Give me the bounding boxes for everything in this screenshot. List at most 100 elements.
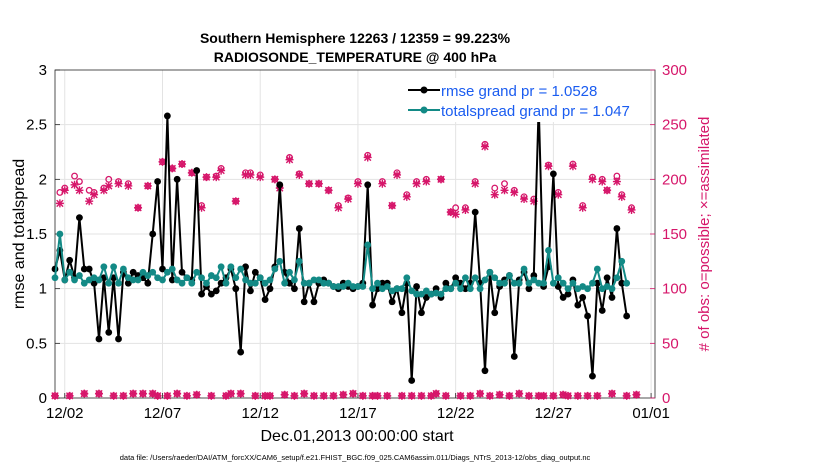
obs-assimilated-marker <box>622 391 631 400</box>
obs-assimilated-marker <box>285 155 294 164</box>
rmse-point <box>564 290 572 298</box>
obs-assimilated-marker <box>490 190 499 199</box>
totalspread-point <box>530 276 538 284</box>
totalspread-point <box>486 268 494 276</box>
totalspread-point <box>315 276 323 284</box>
obs-assimilated-marker <box>573 391 582 400</box>
obs-assimilated-marker <box>539 391 548 400</box>
rmse-point <box>251 268 259 276</box>
obs-assimilated-marker <box>300 389 309 398</box>
obs-assimilated-marker <box>246 170 255 179</box>
y2-tick-label: 150 <box>662 226 687 243</box>
rmse-line <box>54 104 628 382</box>
obs-assimilated-marker <box>568 162 577 171</box>
obs-assimilated-marker <box>55 199 64 208</box>
totalspread-point <box>369 285 376 293</box>
rmse-point <box>232 285 240 293</box>
totalspread-point <box>374 279 381 287</box>
obs-assimilated-marker <box>368 391 377 400</box>
obs-assimilated-marker <box>471 179 480 188</box>
totalspread-point <box>564 285 572 293</box>
totalspread-point <box>422 287 430 295</box>
obs-assimilated-marker <box>192 390 201 399</box>
totalspread-point <box>608 285 616 293</box>
obs-assimilated-marker <box>182 391 191 400</box>
rmse-point <box>173 175 181 183</box>
rmse-point <box>525 285 533 293</box>
totalspread-point <box>520 265 528 273</box>
totalspread-point <box>281 279 289 287</box>
rmse-point <box>178 268 186 276</box>
totalspread-point <box>589 279 596 287</box>
obs-assimilated-marker <box>222 391 231 400</box>
totalspread-point <box>144 272 152 279</box>
obs-assimilated-marker <box>524 391 533 400</box>
obs-possible-marker <box>491 184 499 192</box>
totalspread-point <box>554 274 562 282</box>
totalspread-point <box>110 263 118 271</box>
obs-assimilated-marker <box>124 181 133 190</box>
obs-assimilated-marker <box>309 391 318 400</box>
obs-assimilated-marker <box>314 179 323 188</box>
y-tick-label: 0.5 <box>26 335 47 352</box>
obs-assimilated-marker <box>339 390 348 399</box>
obs-assimilated-marker <box>153 391 162 400</box>
obs-assimilated-marker <box>564 391 573 400</box>
legend: rmse grand pr = 1.0528 totalspread grand… <box>403 78 648 122</box>
rmse-point <box>554 283 562 290</box>
rmse-point <box>442 279 450 287</box>
rmse-point <box>198 290 205 298</box>
obs-assimilated-marker <box>549 391 558 400</box>
obs-assimilated-marker <box>202 173 211 182</box>
rmse-point <box>471 208 479 216</box>
totalspread-point <box>286 268 293 276</box>
rmse-point <box>510 353 518 360</box>
totalspread-point <box>173 276 181 284</box>
totalspread-point <box>80 279 88 287</box>
totalspread-point <box>535 279 543 287</box>
totalspread-point <box>584 285 591 293</box>
y-tick-label: 2 <box>39 171 47 188</box>
rmse-point <box>76 214 83 222</box>
obs-assimilated-marker <box>412 179 421 188</box>
obs-assimilated-marker <box>236 389 245 398</box>
x-ticks-layer: 12/02 12/07 12/12 12/17 12/22 12/27 01/01 <box>46 393 670 422</box>
totalspread-point <box>115 279 122 287</box>
rmse-point <box>310 298 318 306</box>
legend-rmse-marker <box>420 86 428 94</box>
obs-assimilated-marker <box>353 179 362 188</box>
totalspread-point <box>178 279 186 287</box>
obs-assimilated-marker <box>217 166 226 175</box>
rmse-point <box>603 274 611 282</box>
totalspread-point <box>354 283 362 290</box>
obs-assimilated-marker <box>344 195 353 204</box>
totalspread-point <box>61 276 69 284</box>
rmse-point <box>286 279 293 287</box>
totalspread-point <box>237 265 245 273</box>
obs-assimilated-marker <box>393 170 402 179</box>
obs-assimilated-marker <box>295 170 304 179</box>
totalspread-point <box>251 279 259 287</box>
obs-assimilated-marker <box>241 170 250 179</box>
totalspread-point <box>491 274 499 282</box>
totalspread-point <box>623 279 631 287</box>
obs-assimilated-marker <box>99 186 108 195</box>
totalspread-point <box>437 290 445 298</box>
totalspread-point <box>222 279 230 287</box>
rmse-point <box>452 274 460 282</box>
obs-assimilated-marker <box>495 390 504 399</box>
totalspread-point <box>447 285 455 293</box>
obs-assimilated-marker <box>207 391 216 400</box>
totalspread-point <box>212 274 220 282</box>
rmse-point <box>413 283 420 290</box>
totalspread-point <box>476 285 484 293</box>
totalspread-point <box>163 268 171 276</box>
y-tick-label: 1.5 <box>26 226 47 243</box>
rmse-point <box>291 285 298 293</box>
obs-assimilated-marker <box>212 173 221 182</box>
totalspread-point <box>510 279 518 287</box>
totalspread-point <box>540 279 547 287</box>
totalspread-point <box>271 265 279 273</box>
chart-title: Southern Hemisphere 12263 / 12359 = 99.2… <box>200 30 511 46</box>
totalspread-point <box>505 272 513 279</box>
